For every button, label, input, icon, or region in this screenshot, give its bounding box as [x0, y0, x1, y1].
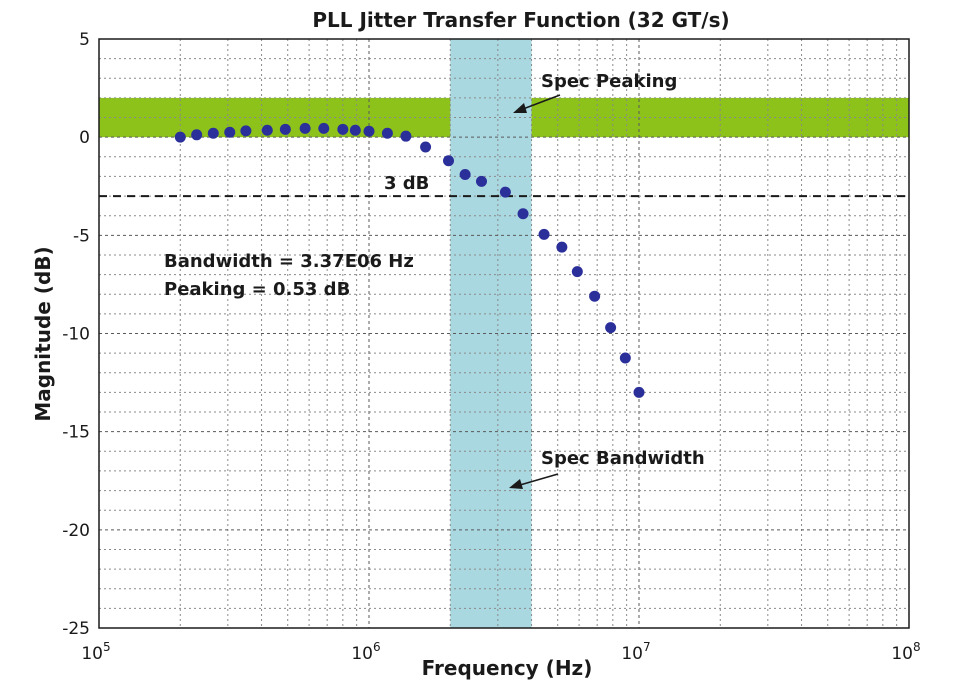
- data-point: [633, 386, 645, 398]
- data-point: [224, 126, 236, 138]
- data-point: [475, 175, 487, 187]
- spec-peaking-arrow: [513, 94, 561, 113]
- data-point: [299, 122, 311, 134]
- data-point: [349, 124, 361, 136]
- data-point: [240, 125, 252, 137]
- data-point: [279, 123, 291, 135]
- data-point: [619, 352, 631, 364]
- spec-peaking-label: Spec Peaking: [541, 71, 677, 92]
- y-tick-label: 0: [79, 128, 90, 148]
- data-point: [381, 127, 393, 139]
- grid: [99, 39, 909, 628]
- data-point: [420, 141, 432, 153]
- data-points: [174, 122, 645, 398]
- data-point: [363, 125, 375, 137]
- y-tick-label: -25: [62, 619, 90, 639]
- reference-line-label: 3 dB: [384, 173, 429, 194]
- y-tick-label: -20: [62, 521, 90, 541]
- chart-title: PLL Jitter Transfer Function (32 GT/s): [312, 8, 729, 32]
- x-tick-label: 105: [81, 640, 110, 664]
- data-point: [400, 130, 412, 142]
- bandwidth-annotation: Bandwidth = 3.37E06 Hz: [164, 251, 414, 272]
- data-point: [174, 131, 186, 143]
- data-point: [459, 168, 471, 180]
- x-tick-label: 108: [891, 640, 920, 664]
- data-point: [318, 122, 330, 134]
- y-axis-label: Magnitude (dB): [31, 246, 55, 421]
- data-point: [499, 186, 511, 198]
- data-point: [207, 127, 219, 139]
- x-tick-label: 107: [621, 640, 650, 664]
- y-tick-label: -5: [73, 226, 90, 246]
- data-point: [443, 155, 455, 167]
- data-point: [605, 322, 617, 334]
- y-tick-label: -15: [62, 423, 90, 443]
- data-point: [517, 208, 529, 220]
- plot-frame: [98, 38, 910, 629]
- x-tick-labels: 105 106 107 108: [81, 640, 920, 664]
- spec-bandwidth-label: Spec Bandwidth: [541, 448, 705, 469]
- data-point: [589, 290, 601, 302]
- y-tick-label: 5: [79, 30, 90, 50]
- peaking-annotation: Peaking = 0.53 dB: [164, 279, 350, 300]
- spec-bandwidth-arrow: [509, 473, 559, 489]
- x-tick-label: 106: [351, 640, 380, 664]
- data-point: [261, 124, 273, 136]
- data-point: [337, 123, 349, 135]
- y-tick-label: -10: [62, 325, 90, 345]
- data-point: [556, 241, 568, 253]
- data-point: [571, 266, 583, 278]
- y-tick-labels: 5 0 -5 -10 -15 -20 -25: [62, 30, 90, 639]
- data-point: [191, 129, 203, 141]
- x-axis-label: Frequency (Hz): [422, 656, 593, 680]
- data-point: [538, 228, 550, 240]
